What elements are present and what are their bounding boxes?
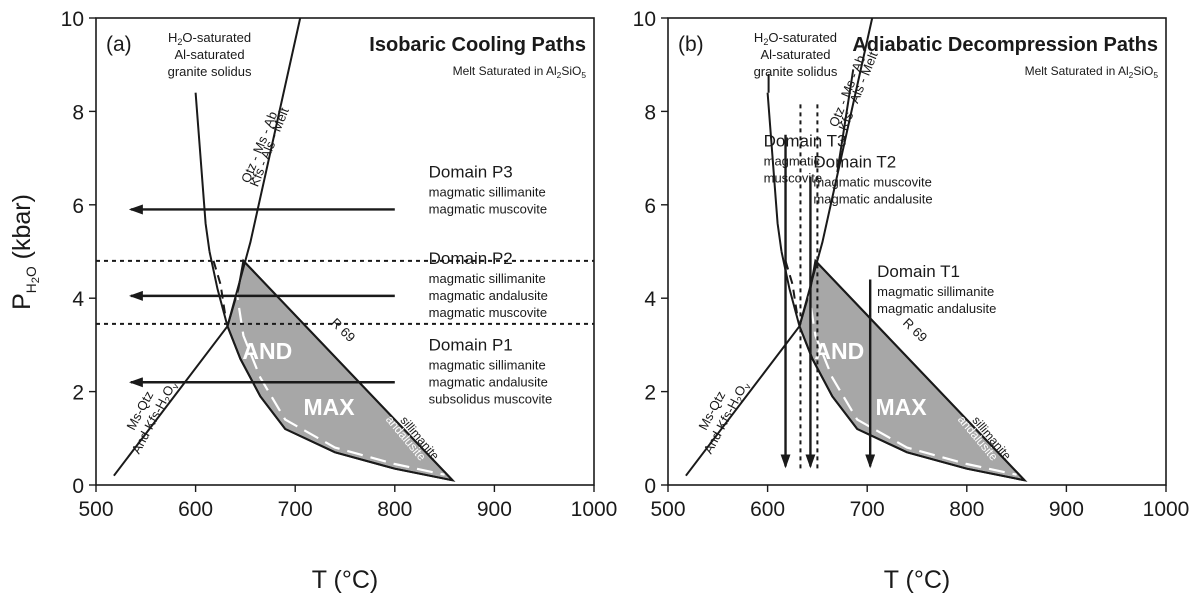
domain-description: magmatic andalusite [429,374,548,389]
muscovite-breakdown-line [113,17,302,477]
panel-title: Adiabatic Decompression Paths [852,34,1158,56]
solidus-label: H2O-saturated [754,30,837,47]
y-tick-label: 6 [72,195,84,218]
x-tick-label: 500 [78,498,113,521]
domain-domain-t3: Domain T3 magmatic muscovite [764,131,847,469]
domain-description: magmatic muscovite [429,305,547,320]
x-tick-label: 500 [650,498,685,521]
solidus-curve [766,92,783,252]
solidus-lower-curve [798,325,1025,482]
domain-description: magmatic [764,153,821,168]
solidus-curve [194,92,211,252]
x-tick-label: 900 [477,498,512,521]
domain-description: magmatic andalusite [813,191,932,206]
metastable-dashed-curve [784,260,799,318]
panel-label: (b) [678,33,704,56]
domain-domain-p1: Domain P1 magmatic sillimanite magmatic an… [128,335,553,406]
domain-description: magmatic sillimanite [429,184,546,199]
y-tick-label: 0 [72,475,84,498]
y-axis-label: PH2O (kbar) [8,194,42,310]
domain-description: magmatic sillimanite [429,357,546,372]
y-tick-label: 4 [72,288,84,311]
y-tick-label: 2 [72,382,84,405]
domain-description: magmatic sillimanite [877,284,994,299]
solidus-label: H2O-saturated [168,30,251,47]
domain-description: subsolidus muscovite [429,391,553,406]
x-tick-label: 600 [178,498,213,521]
domain-title: Domain P3 [429,162,513,181]
domain-title: Domain T2 [813,152,896,171]
y-tick-label: 0 [644,475,656,498]
metastable-dashed-curve [212,260,227,318]
domain-title: Domain P1 [429,335,513,354]
domain-title: Domain T1 [877,262,960,281]
r69-label: R 69 [328,315,358,345]
domain-description: magmatic andalusite [429,288,548,303]
domain-description: magmatic andalusite [877,301,996,316]
solidus-label: Al-saturated [760,47,830,62]
panel-subtitle: Melt Saturated in Al2SiO5 [1025,64,1159,80]
x-tick-label: 800 [377,498,412,521]
solidus-middle-curve [208,251,229,327]
panel-label: (a) [106,33,132,56]
region-label-max: MAX [876,394,928,420]
domain-description: magmatic sillimanite [429,271,546,286]
andalusite-sillimanite-dashed-curve [234,284,445,476]
x-axis-label: T (°C) [312,566,378,594]
region-label-and: AND [242,338,292,364]
domain-domain-t2: Domain T2 magmatic muscovite magmatic anda… [805,152,933,469]
domain-description: magmatic muscovite [813,174,931,189]
panel-title: Isobaric Cooling Paths [369,34,586,56]
solidus-middle-curve [780,251,801,327]
y-tick-label: 8 [72,101,84,124]
domain-description: magmatic muscovite [429,201,547,216]
plot-frame [95,17,595,486]
domain-domain-p3: Domain P3 magmatic sillimanite magmatic mu… [128,162,547,216]
plot-frame [667,17,1167,486]
x-tick-label: 700 [850,498,885,521]
x-tick-label: 1000 [571,498,618,521]
reaction-stub-line [836,69,855,173]
panel-b: 500 600 700 800 900 1000 0 2 4 6 8 10 T (°C) (b) Adiab… [633,8,1190,594]
r69-boundary-line [814,260,1026,482]
y-tick-label: 8 [644,101,656,124]
x-tick-label: 1000 [1143,498,1190,521]
panel-a: 500 600 700 800 900 1000 0 2 4 6 8 10 T (°C) PH2O (kb… [8,8,617,594]
panel-subtitle: Melt Saturated in Al2SiO5 [453,64,587,80]
x-tick-label: 800 [949,498,984,521]
y-tick-label: 4 [644,288,656,311]
x-tick-label: 700 [278,498,313,521]
domain-description: muscovite [764,170,823,185]
region-label-and: AND [814,338,864,364]
domain-title: Domain P2 [429,249,513,268]
y-tick-label: 10 [633,8,656,31]
andalusite-sillimanite-dashed-curve [806,284,1017,476]
solidus-label: granite solidus [168,64,252,79]
y-tick-label: 2 [644,382,656,405]
r69-boundary-line [242,260,454,482]
x-axis-label: T (°C) [884,566,950,594]
y-tick-label: 10 [61,8,84,31]
region-label-max: MAX [304,394,356,420]
domain-title: Domain T3 [764,131,847,150]
solidus-lower-curve [226,325,453,482]
y-tick-label: 6 [644,195,656,218]
domain-domain-t1: Domain T1 magmatic sillimanite magmatic an… [865,262,996,469]
solidus-label: Al-saturated [174,47,244,62]
x-tick-label: 900 [1049,498,1084,521]
domain-domain-p2: Domain P2 magmatic sillimanite magmatic an… [128,249,548,320]
x-tick-label: 600 [750,498,785,521]
r69-label: R 69 [900,315,930,345]
solidus-label: granite solidus [754,64,838,79]
